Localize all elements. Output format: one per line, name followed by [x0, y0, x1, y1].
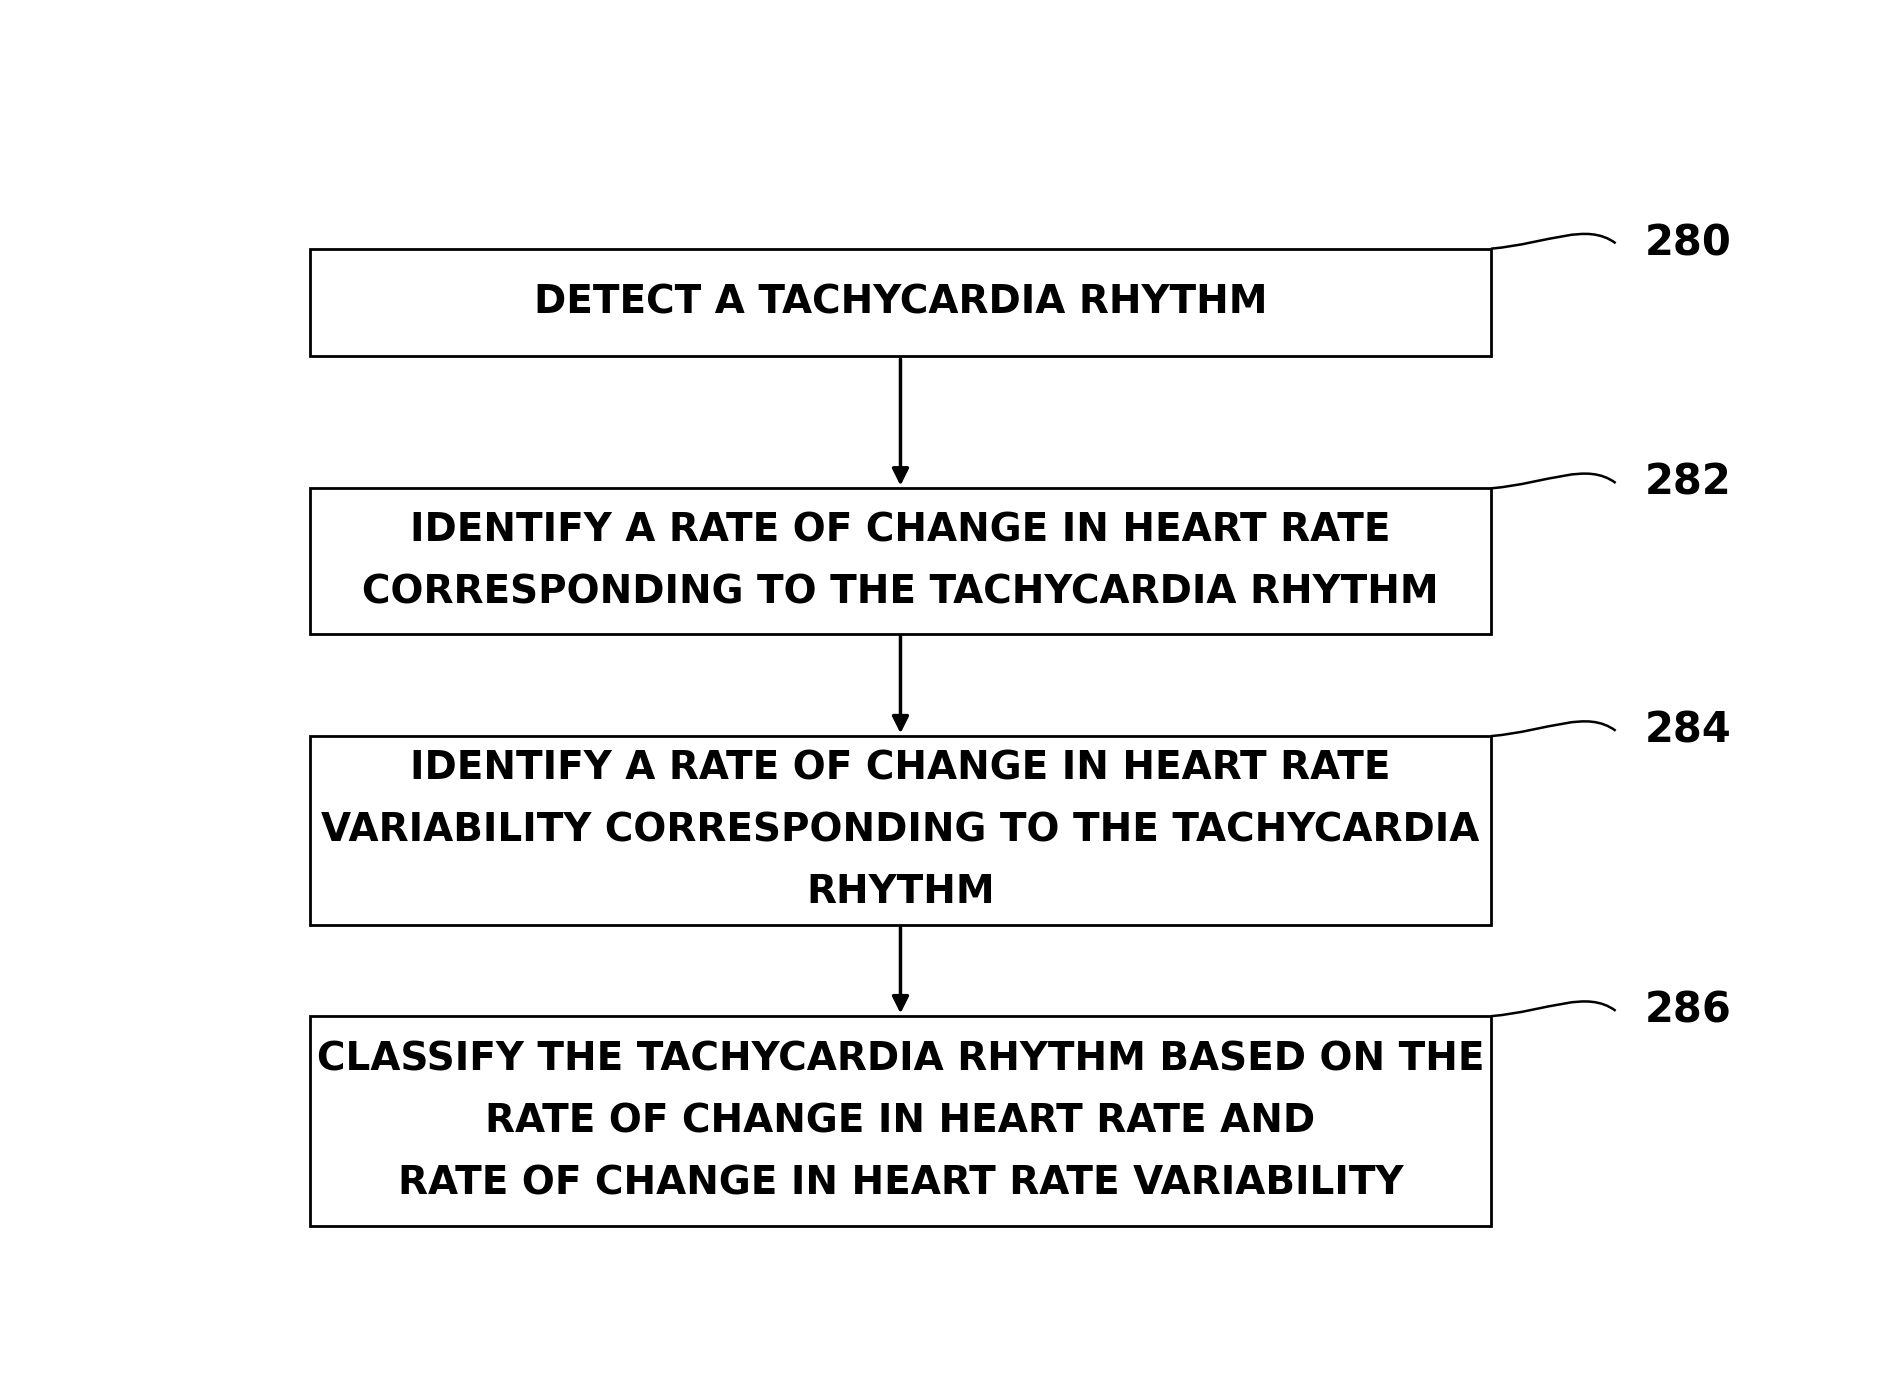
Text: 280: 280 — [1645, 222, 1732, 264]
Bar — [310, 249, 1492, 357]
Bar — [310, 736, 1492, 925]
Text: DETECT A TACHYCARDIA RHYTHM: DETECT A TACHYCARDIA RHYTHM — [534, 284, 1266, 322]
Text: 286: 286 — [1645, 990, 1732, 1032]
Text: IDENTIFY A RATE OF CHANGE IN HEART RATE
CORRESPONDING TO THE TACHYCARDIA RHYTHM: IDENTIFY A RATE OF CHANGE IN HEART RATE … — [362, 511, 1439, 611]
Bar — [310, 1016, 1492, 1227]
Text: 282: 282 — [1645, 462, 1732, 504]
Text: IDENTIFY A RATE OF CHANGE IN HEART RATE
VARIABILITY CORRESPONDING TO THE TACHYCA: IDENTIFY A RATE OF CHANGE IN HEART RATE … — [322, 750, 1480, 911]
Text: CLASSIFY THE TACHYCARDIA RHYTHM BASED ON THE
RATE OF CHANGE IN HEART RATE AND
RA: CLASSIFY THE TACHYCARDIA RHYTHM BASED ON… — [316, 1041, 1484, 1202]
Bar — [310, 488, 1492, 634]
Text: 284: 284 — [1645, 709, 1732, 751]
